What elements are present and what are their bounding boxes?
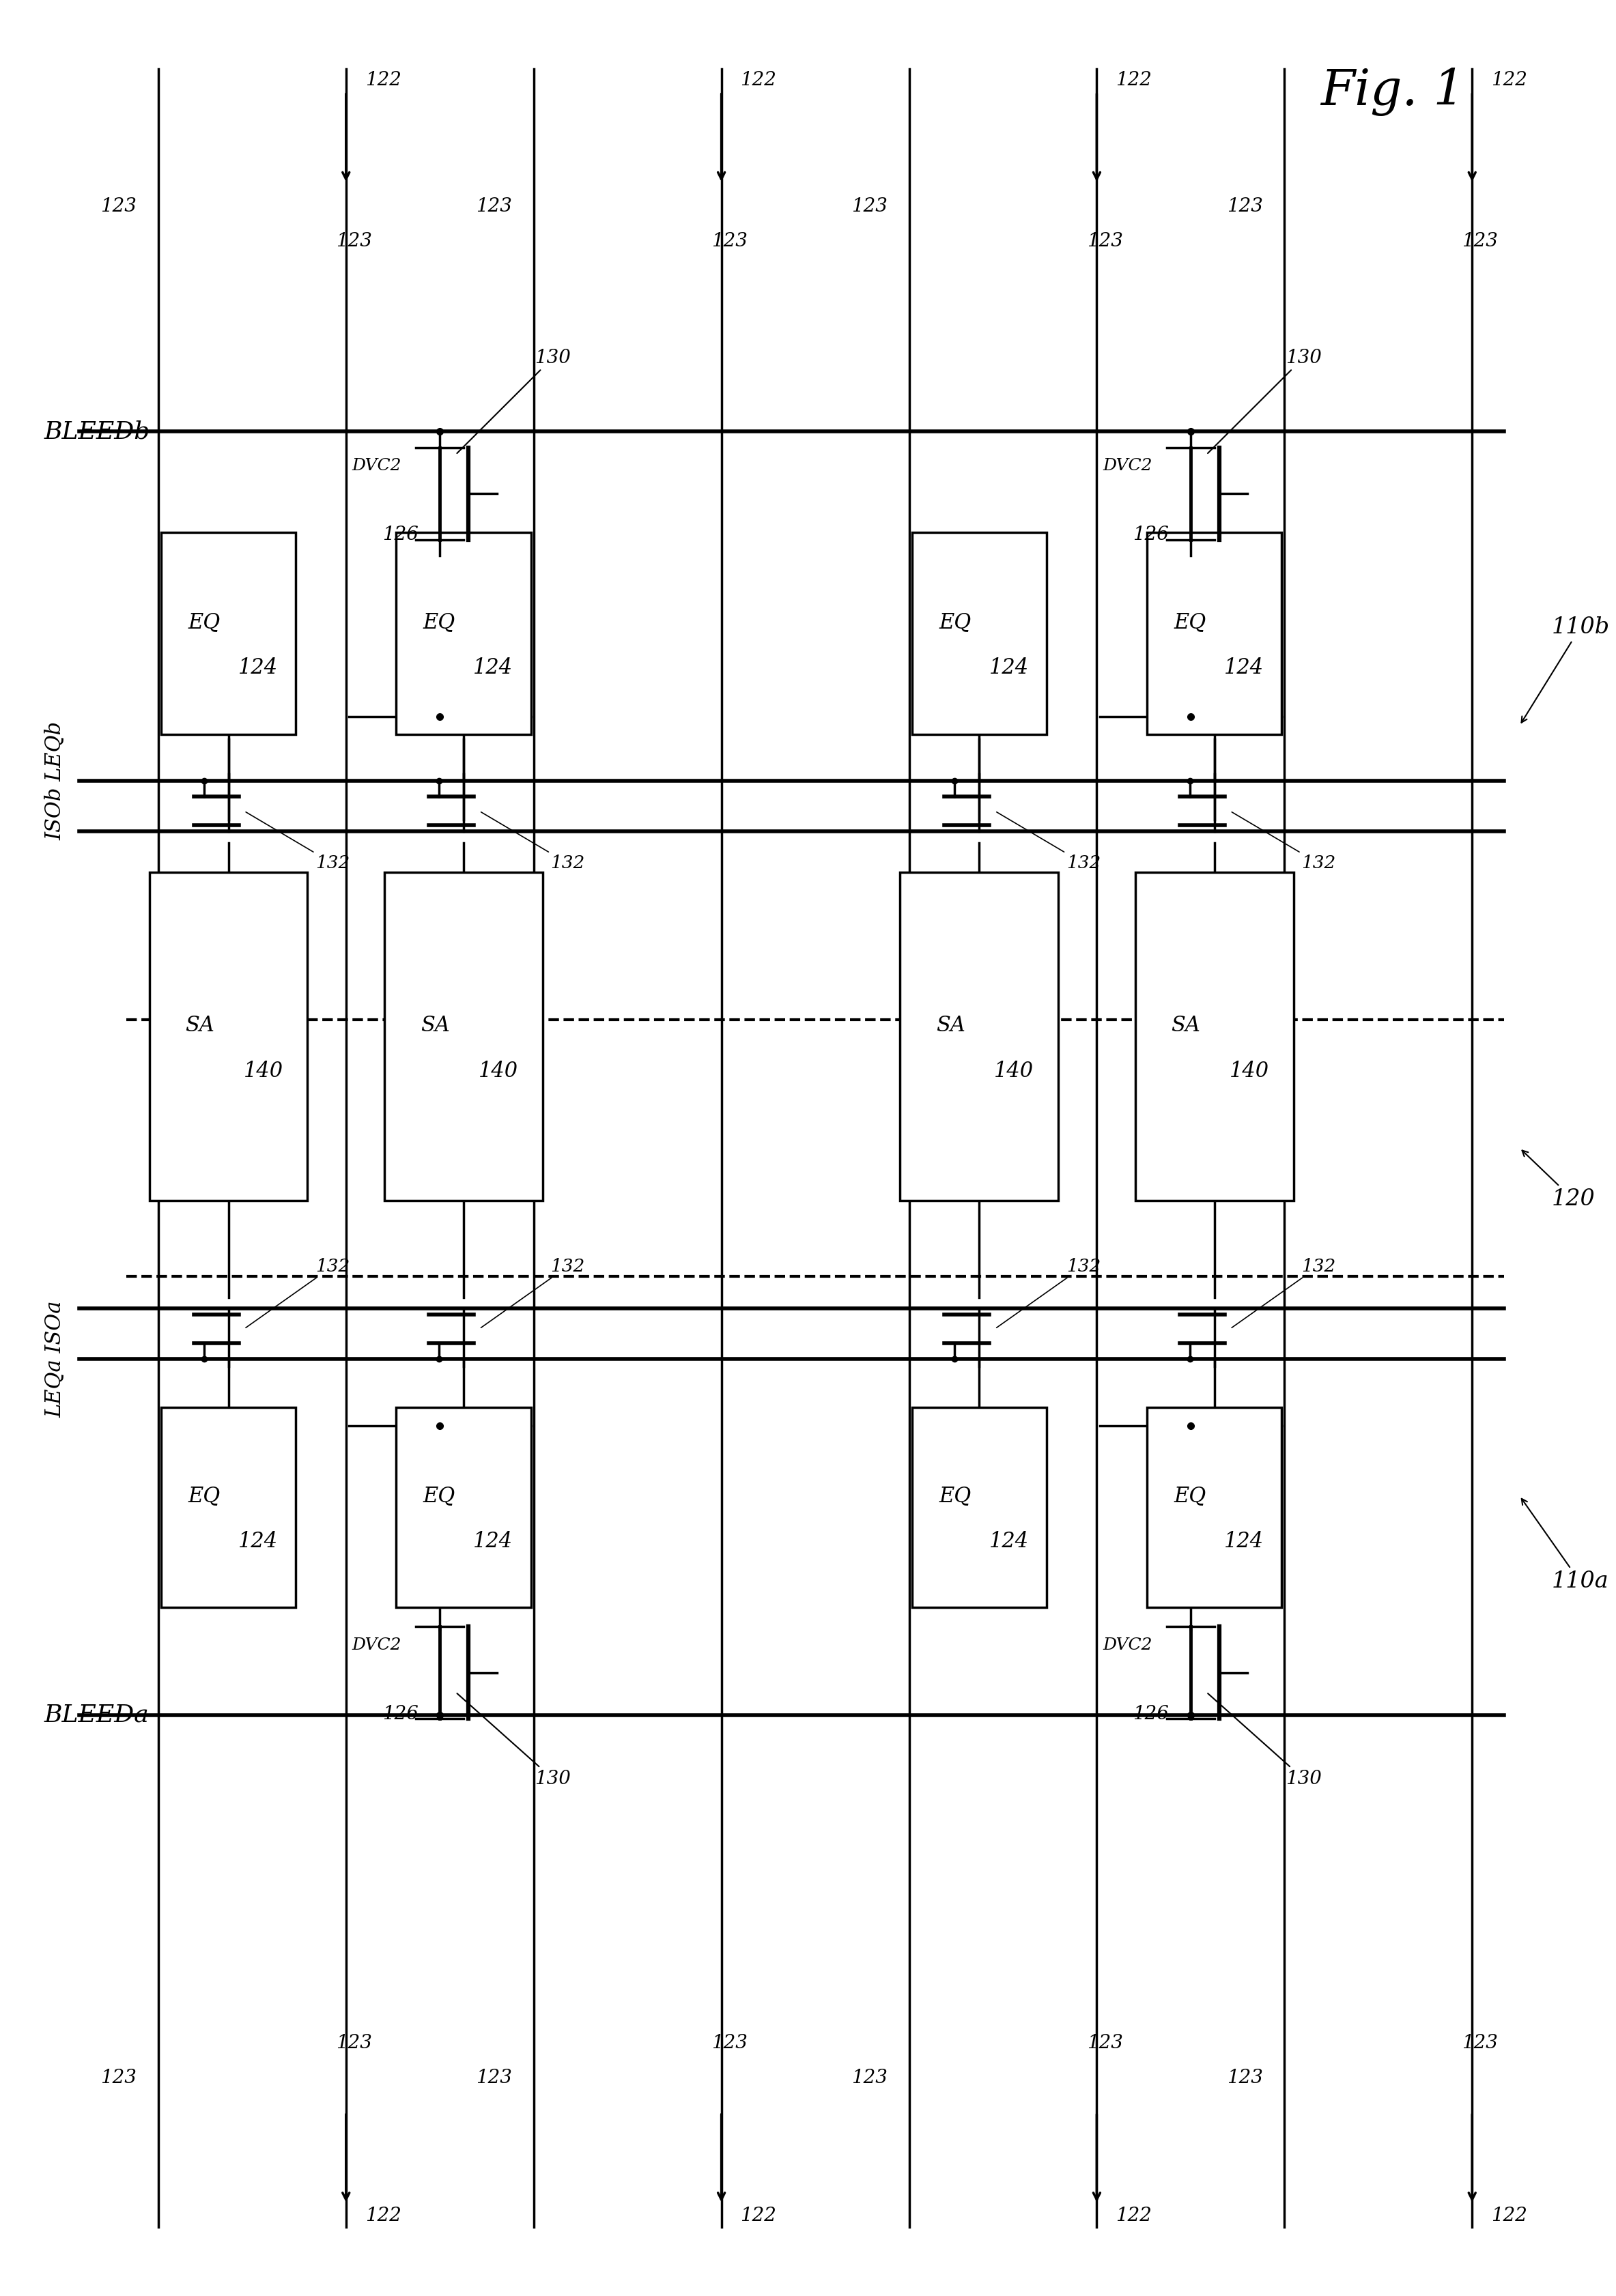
Text: 126: 126 <box>383 1704 419 1724</box>
FancyBboxPatch shape <box>1147 533 1281 735</box>
FancyBboxPatch shape <box>396 1407 530 1607</box>
Text: 132: 132 <box>246 1258 349 1327</box>
Text: 123: 123 <box>852 2069 887 2087</box>
Text: LEQa ISOa: LEQa ISOa <box>44 1302 66 1417</box>
FancyBboxPatch shape <box>385 872 543 1201</box>
Text: 130: 130 <box>457 349 570 452</box>
FancyBboxPatch shape <box>911 1407 1047 1607</box>
Text: EQ: EQ <box>1173 611 1206 634</box>
Text: 132: 132 <box>482 813 585 872</box>
Text: 122: 122 <box>1492 2206 1527 2225</box>
Text: SA: SA <box>936 1015 965 1035</box>
Text: EQ: EQ <box>423 611 456 634</box>
Text: 123: 123 <box>1227 2069 1264 2087</box>
Text: 123: 123 <box>711 2034 747 2053</box>
Text: 120: 120 <box>1522 1150 1595 1210</box>
Text: 123: 123 <box>1462 232 1498 250</box>
Text: EQ: EQ <box>1173 1486 1206 1506</box>
Text: EQ: EQ <box>423 1486 456 1506</box>
Text: 110a: 110a <box>1522 1499 1608 1593</box>
Text: 132: 132 <box>997 813 1100 872</box>
Text: 140: 140 <box>994 1061 1034 1081</box>
Text: 122: 122 <box>740 2206 776 2225</box>
Text: 124: 124 <box>989 657 1029 680</box>
Text: 122: 122 <box>1115 2206 1152 2225</box>
FancyBboxPatch shape <box>1147 1407 1281 1607</box>
Text: 123: 123 <box>1462 2034 1498 2053</box>
Text: BLEEDa: BLEEDa <box>44 1704 149 1727</box>
Text: 123: 123 <box>1086 232 1123 250</box>
FancyBboxPatch shape <box>900 872 1058 1201</box>
Text: 123: 123 <box>336 232 372 250</box>
Text: 123: 123 <box>100 2069 137 2087</box>
Text: 132: 132 <box>482 1258 585 1327</box>
Text: SA: SA <box>186 1015 215 1035</box>
Text: 126: 126 <box>1133 526 1168 544</box>
Text: 140: 140 <box>1230 1061 1269 1081</box>
Text: 123: 123 <box>477 2069 512 2087</box>
FancyBboxPatch shape <box>396 533 530 735</box>
Text: 123: 123 <box>1086 2034 1123 2053</box>
Text: 122: 122 <box>740 71 776 90</box>
Text: 132: 132 <box>997 1258 1100 1327</box>
Text: 123: 123 <box>1227 197 1264 216</box>
Text: 110b: 110b <box>1521 618 1610 723</box>
Text: 122: 122 <box>1115 71 1152 90</box>
Text: 122: 122 <box>365 2206 401 2225</box>
FancyBboxPatch shape <box>149 872 307 1201</box>
Text: 123: 123 <box>852 197 887 216</box>
Text: ISOb LEQb: ISOb LEQb <box>44 721 66 840</box>
Text: EQ: EQ <box>187 611 220 634</box>
Text: 123: 123 <box>336 2034 372 2053</box>
Text: DVC2: DVC2 <box>352 1637 401 1653</box>
Text: 130: 130 <box>1207 349 1322 452</box>
Text: 123: 123 <box>711 232 747 250</box>
Text: SA: SA <box>1172 1015 1201 1035</box>
Text: 126: 126 <box>383 526 419 544</box>
Text: EQ: EQ <box>939 1486 971 1506</box>
FancyBboxPatch shape <box>911 533 1047 735</box>
Text: 123: 123 <box>477 197 512 216</box>
Text: 132: 132 <box>246 813 349 872</box>
Text: EQ: EQ <box>939 611 971 634</box>
Text: 122: 122 <box>365 71 401 90</box>
Text: 132: 132 <box>1231 813 1336 872</box>
Text: 140: 140 <box>478 1061 519 1081</box>
Text: Fig. 1: Fig. 1 <box>1320 67 1466 117</box>
Text: 123: 123 <box>100 197 137 216</box>
Text: 124: 124 <box>1223 657 1264 680</box>
Text: 124: 124 <box>238 657 278 680</box>
Text: 124: 124 <box>1223 1531 1264 1552</box>
FancyBboxPatch shape <box>162 533 296 735</box>
Text: 130: 130 <box>457 1694 570 1789</box>
Text: SA: SA <box>420 1015 449 1035</box>
Text: DVC2: DVC2 <box>352 459 401 473</box>
Text: 124: 124 <box>473 657 512 680</box>
Text: DVC2: DVC2 <box>1102 459 1152 473</box>
Text: EQ: EQ <box>187 1486 220 1506</box>
Text: 124: 124 <box>989 1531 1029 1552</box>
Text: 140: 140 <box>244 1061 283 1081</box>
Text: 132: 132 <box>1231 1258 1336 1327</box>
Text: 122: 122 <box>1492 71 1527 90</box>
FancyBboxPatch shape <box>1134 872 1293 1201</box>
Text: 124: 124 <box>238 1531 278 1552</box>
Text: DVC2: DVC2 <box>1102 1637 1152 1653</box>
Text: 124: 124 <box>473 1531 512 1552</box>
Text: BLEEDb: BLEEDb <box>44 420 150 443</box>
FancyBboxPatch shape <box>162 1407 296 1607</box>
Text: 130: 130 <box>1207 1694 1322 1789</box>
Text: 126: 126 <box>1133 1704 1168 1724</box>
